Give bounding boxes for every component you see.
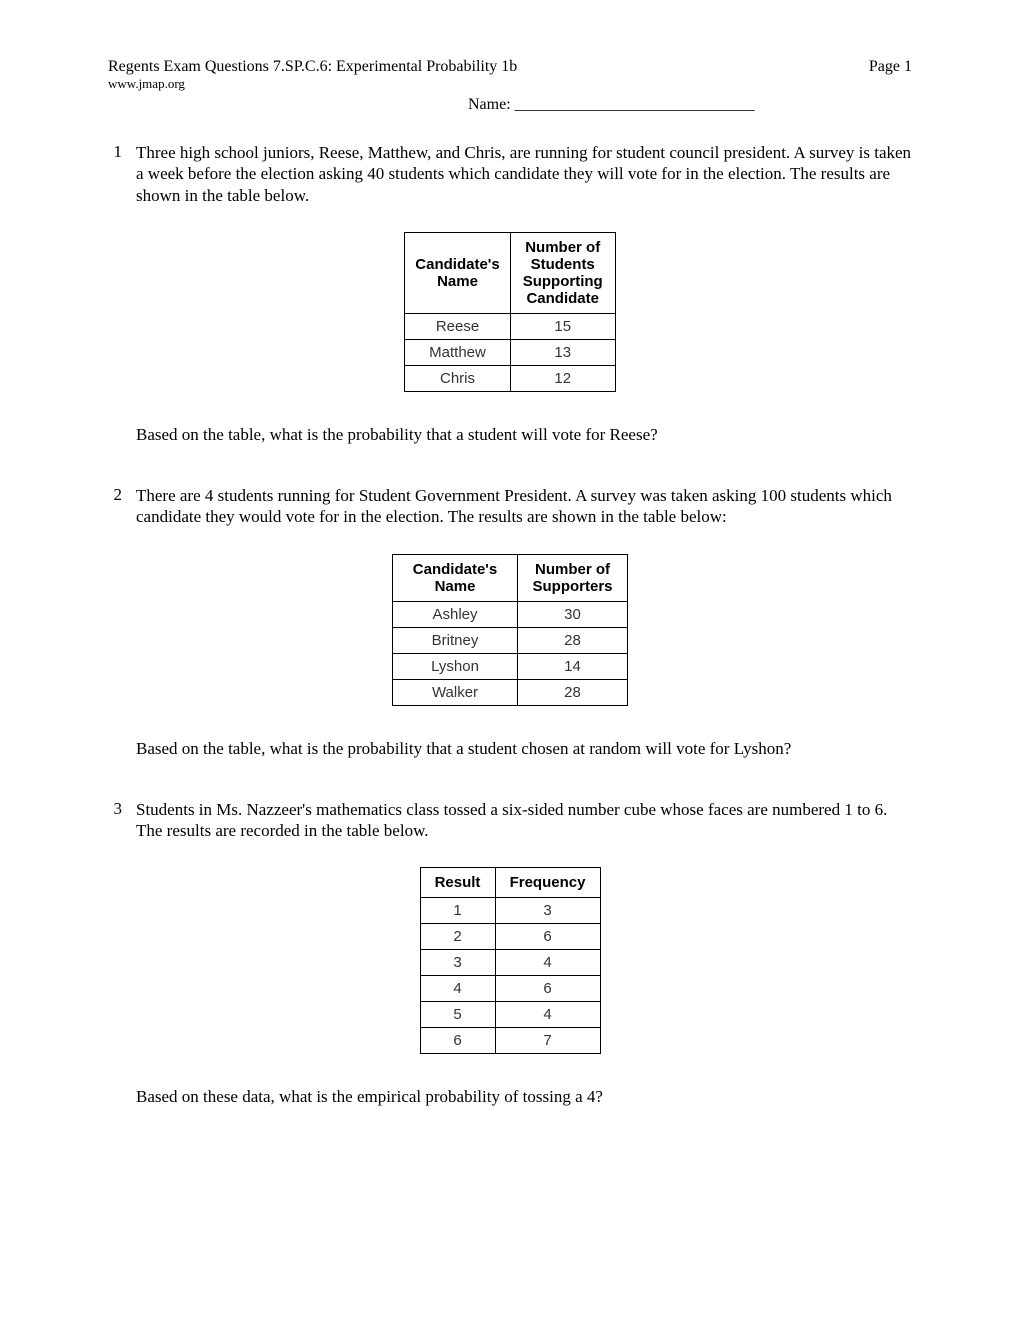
question-1: 1 Three high school juniors, Reese, Matt… [108, 142, 912, 206]
table-row: 46 [420, 976, 600, 1002]
table-row: Britney28 [393, 627, 628, 653]
question-number: 1 [108, 142, 136, 206]
page-number: Page 1 [869, 58, 912, 76]
table-row: Ashley30 [393, 601, 628, 627]
table-header-row: Candidate's Name Number of Students Supp… [405, 232, 615, 313]
table-row: 13 [420, 898, 600, 924]
table-row: 67 [420, 1028, 600, 1054]
document-title: Regents Exam Questions 7.SP.C.6: Experim… [108, 58, 517, 76]
name-field-label: Name: ______________________________ [468, 96, 912, 114]
question-prompt: Based on these data, what is the empiric… [136, 1086, 912, 1107]
page-header: Regents Exam Questions 7.SP.C.6: Experim… [108, 58, 912, 92]
question-2: 2 There are 4 students running for Stude… [108, 485, 912, 528]
table-header: Result [420, 868, 495, 898]
table-header-row: Candidate's Name Number of Supporters [393, 554, 628, 601]
q3-table: Result Frequency 13 26 34 46 54 67 [420, 867, 601, 1054]
table-row: Chris12 [405, 365, 615, 391]
question-text: Three high school juniors, Reese, Matthe… [136, 142, 912, 206]
table-header-row: Result Frequency [420, 868, 600, 898]
table-row: Reese15 [405, 313, 615, 339]
table-header: Candidate's Name [405, 232, 510, 313]
table-row: Lyshon14 [393, 653, 628, 679]
question-number: 3 [108, 799, 136, 842]
table-header: Number of Supporters [518, 554, 628, 601]
question-3: 3 Students in Ms. Nazzeer's mathematics … [108, 799, 912, 842]
q1-table: Candidate's Name Number of Students Supp… [404, 232, 615, 392]
question-text: Students in Ms. Nazzeer's mathematics cl… [136, 799, 912, 842]
table-row: 26 [420, 924, 600, 950]
q2-table-wrap: Candidate's Name Number of Supporters As… [108, 554, 912, 706]
table-row: Matthew13 [405, 339, 615, 365]
source-url: www.jmap.org [108, 76, 912, 92]
q2-table: Candidate's Name Number of Supporters As… [392, 554, 628, 706]
question-prompt: Based on the table, what is the probabil… [136, 424, 912, 445]
table-row: 54 [420, 1002, 600, 1028]
table-header: Number of Students Supporting Candidate [510, 232, 615, 313]
table-header: Candidate's Name [393, 554, 518, 601]
question-text: There are 4 students running for Student… [136, 485, 912, 528]
question-number: 2 [108, 485, 136, 528]
table-row: 34 [420, 950, 600, 976]
table-row: Walker28 [393, 679, 628, 705]
q3-table-wrap: Result Frequency 13 26 34 46 54 67 [108, 867, 912, 1054]
question-prompt: Based on the table, what is the probabil… [136, 738, 912, 759]
q1-table-wrap: Candidate's Name Number of Students Supp… [108, 232, 912, 392]
table-header: Frequency [495, 868, 600, 898]
